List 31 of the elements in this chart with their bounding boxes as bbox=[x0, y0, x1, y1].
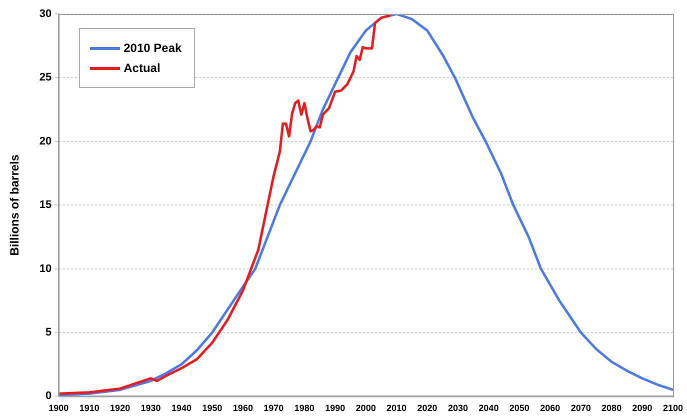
y-tick-label: 20 bbox=[39, 135, 52, 148]
x-tick-label: 1970 bbox=[264, 403, 284, 414]
x-tick-label: 2070 bbox=[570, 403, 591, 414]
x-tick-label: 1980 bbox=[294, 403, 314, 414]
y-tick-label: 10 bbox=[39, 262, 52, 275]
legend-label: 2010 Peak bbox=[124, 41, 182, 55]
x-tick-label: 1900 bbox=[48, 403, 69, 414]
x-tick-label: 1920 bbox=[110, 403, 130, 414]
y-tick-label: 0 bbox=[46, 390, 52, 402]
x-tick-label: 2000 bbox=[356, 403, 376, 414]
x-tick-label: 2050 bbox=[509, 403, 530, 414]
x-tick-label: 1910 bbox=[79, 403, 100, 414]
y-tick-label: 15 bbox=[39, 199, 52, 212]
x-tick-label: 1930 bbox=[140, 403, 161, 414]
y-tick-label: 25 bbox=[39, 72, 52, 84]
y-tick-label: 30 bbox=[39, 8, 52, 20]
x-tick-label: 1950 bbox=[202, 403, 222, 414]
legend-label: Actual bbox=[124, 61, 160, 75]
x-tick-label: 1960 bbox=[232, 403, 253, 414]
y-axis-title: Billions of barrels bbox=[8, 154, 22, 256]
x-tick-label: 2010 bbox=[386, 403, 407, 414]
x-tick-label: 2060 bbox=[540, 403, 560, 414]
x-tick-label: 2040 bbox=[478, 403, 499, 414]
y-tick-label: 5 bbox=[46, 326, 52, 339]
x-tick-label: 1990 bbox=[325, 403, 346, 414]
x-tick-label: 2080 bbox=[602, 403, 622, 414]
x-tick-label: 2030 bbox=[448, 403, 468, 414]
x-tick-label: 2090 bbox=[632, 403, 652, 414]
x-tick-label: 2100 bbox=[662, 403, 684, 414]
x-tick-label: 1940 bbox=[171, 403, 192, 414]
x-tick-label: 2020 bbox=[417, 403, 438, 414]
